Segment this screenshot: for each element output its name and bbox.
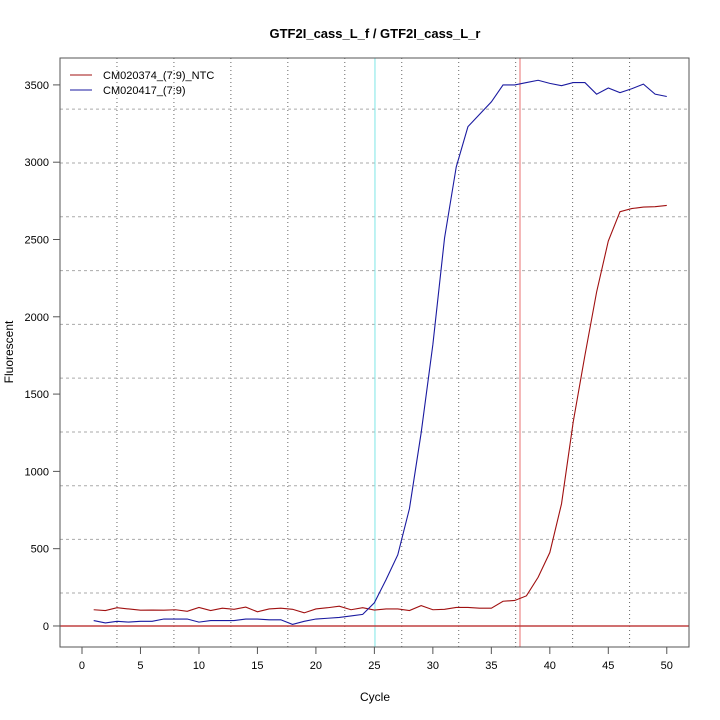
reference-lines [60,58,689,647]
legend-label: CM020374_(7:9)_NTC [103,70,214,82]
y-tick-label: 1000 [25,466,49,478]
x-axis-label: Cycle [360,690,390,704]
y-tick-label: 1500 [25,389,49,401]
x-tick-label: 20 [310,660,322,672]
y-tick-label: 3500 [25,80,49,92]
x-axis-ticks: 0 5 10 15 20 25 30 35 40 45 50 [79,647,673,672]
y-axis-label: Fluorescent [2,320,16,383]
series-lines [93,79,667,626]
y-tick-label: 3000 [25,157,49,169]
x-tick-label: 40 [544,660,556,672]
x-tick-label: 35 [485,660,497,672]
x-tick-label: 0 [79,660,85,672]
legend: CM020374_(7:9)_NTC CM020417_(7:9) [70,70,214,97]
x-tick-label: 30 [427,660,439,672]
y-axis-ticks: 0 500 1000 1500 2000 2500 3000 3500 [25,80,60,633]
x-tick-label: 25 [368,660,380,672]
y-tick-label: 2500 [25,234,49,246]
x-tick-label: 45 [602,660,614,672]
x-tick-label: 15 [251,660,263,672]
y-tick-label: 2000 [25,312,49,324]
y-tick-label: 0 [43,621,49,633]
y-tick-label: 500 [31,544,49,556]
series-line-0 [93,204,667,614]
x-tick-label: 10 [193,660,205,672]
series-line-1 [93,79,667,626]
x-tick-label: 50 [661,660,673,672]
legend-label: CM020417_(7:9) [103,85,186,97]
x-tick-label: 5 [137,660,143,672]
chart-title: GTF2I_cass_L_f / GTF2I_cass_L_r [270,26,481,41]
